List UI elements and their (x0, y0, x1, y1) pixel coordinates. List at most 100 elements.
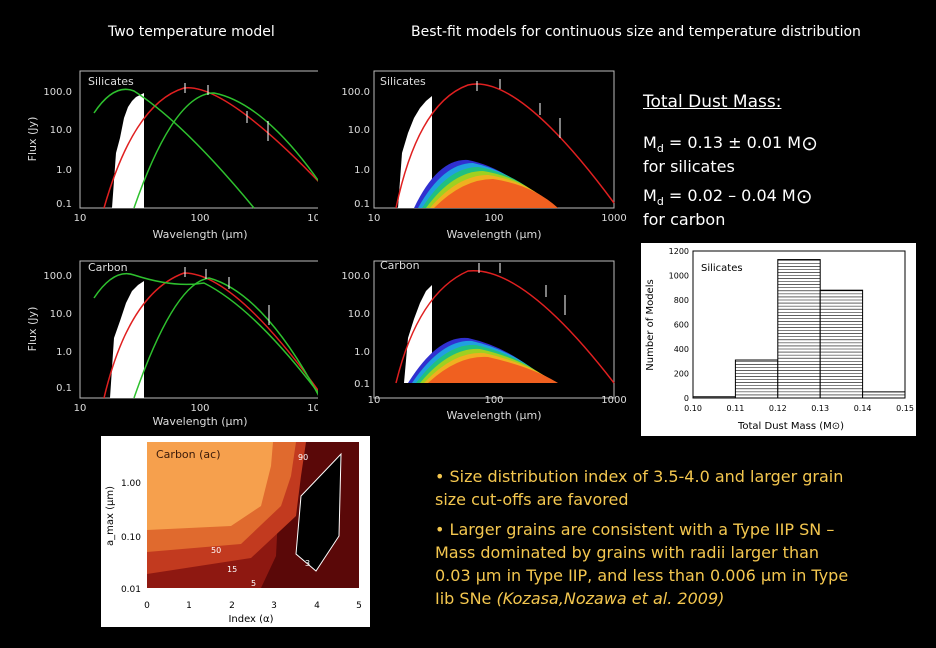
panel-label: Silicates (88, 75, 134, 88)
y-tick: 600 (674, 321, 689, 330)
x-tick: 4 (314, 601, 320, 611)
histogram-label: Silicates (701, 263, 743, 274)
sed-plot: Carbon 100.0 10.0 1.0 0.1 10 100 1000 Wa… (341, 259, 626, 422)
sed-panel-silicates-2t: Silicates 100.0 10.0 1.0 0.1 10 100 1000… (24, 63, 344, 243)
x-tick: 0.10 (684, 404, 702, 413)
y-tick: 10.0 (50, 309, 72, 320)
x-tick: 1000 (601, 395, 626, 406)
x-tick: 0.13 (811, 404, 829, 413)
histogram-bar (692, 396, 736, 399)
bullet-size-index: • Size distribution index of 3.5-4.0 and… (435, 467, 844, 509)
y-tick: 100.0 (43, 271, 72, 282)
x-tick: 10 (368, 213, 381, 224)
histogram-bar (819, 289, 864, 399)
bullet-list: • Size distribution index of 3.5-4.0 and… (435, 465, 855, 617)
observed-data-bars (398, 96, 432, 208)
contour-level-90 (147, 442, 273, 530)
cold-component-curve (133, 277, 321, 399)
x-tick: 1000 (601, 213, 626, 224)
x-tick: 1 (186, 601, 192, 611)
sed-plot: Carbon 100.0 10.0 1.0 0.1 10 100 1000 Wa… (26, 260, 333, 428)
y-tick: 400 (674, 345, 689, 354)
y-tick: 1.00 (121, 479, 141, 489)
cold-component-curve (133, 92, 321, 209)
level-label: 15 (227, 565, 237, 574)
y-tick: 0 (684, 394, 689, 403)
x-axis-label: Wavelength (μm) (446, 228, 541, 241)
x-tick: 0.14 (854, 404, 872, 413)
y-tick: 0.1 (354, 199, 370, 210)
panel-label: Carbon (88, 261, 128, 274)
x-axis-label: Index (α) (228, 614, 273, 625)
y-axis-label: Number of Models (645, 279, 656, 370)
histogram-bar (734, 359, 779, 399)
mass-symbol: M (643, 133, 657, 152)
total-fit-curve (103, 272, 321, 399)
x-tick: 10 (74, 213, 87, 224)
mass-silicates-note: for silicates (643, 157, 735, 176)
x-tick: 10 (74, 403, 87, 414)
x-tick: 100 (190, 403, 209, 414)
contour-plot: Carbon (ac) 90 50 15 5 3 1.00 0.10 0.01 … (101, 436, 370, 627)
y-tick: 1.0 (354, 165, 370, 176)
sed-plot: Silicates 100.0 10.0 1.0 0.1 10 100 1000… (26, 70, 333, 241)
y-tick: 100.0 (341, 271, 370, 282)
y-tick: 1.0 (56, 165, 72, 176)
x-tick: 10 (368, 395, 381, 406)
level-label: 5 (251, 579, 256, 588)
observed-data-bars (110, 281, 144, 398)
mass-carbon-note: for carbon (643, 210, 726, 229)
y-tick: 1.0 (354, 347, 370, 358)
bullet-text: • Larger grains are consistent with a Ty… (435, 520, 849, 608)
y-tick: 0.01 (121, 585, 141, 595)
x-tick: 0.15 (896, 404, 914, 413)
sed-panel-carbon-2t: Carbon 100.0 10.0 1.0 0.1 10 100 1000 Wa… (24, 253, 344, 433)
mass-heading: Total Dust Mass: (643, 92, 782, 112)
error-bars (184, 267, 270, 325)
error-bars (478, 263, 566, 315)
contour-label: Carbon (ac) (156, 448, 221, 461)
x-tick: 100 (484, 213, 503, 224)
mass-subscript: d (656, 195, 664, 209)
x-tick: 0.11 (726, 404, 744, 413)
panel-label: Carbon (380, 259, 420, 272)
left-title: Two temperature model (108, 24, 275, 40)
level-label: 3 (305, 559, 310, 568)
y-tick: 1200 (669, 247, 689, 256)
x-tick: 100 (190, 213, 209, 224)
x-axis-label: Wavelength (μm) (446, 409, 541, 422)
mass-silicates-line: Md = 0.13 ± 0.01 M⊙ (643, 131, 818, 155)
histogram-bar (777, 259, 821, 399)
x-axis-label: Wavelength (μm) (152, 228, 247, 241)
x-tick: 100 (484, 395, 503, 406)
y-tick: 10.0 (348, 125, 370, 136)
contour-level-3 (295, 452, 342, 572)
rainbow-model-curves (414, 159, 558, 208)
x-axis-label: Total Dust Mass (M⊙) (737, 421, 844, 432)
mass-symbol: M (643, 186, 657, 205)
mass-subscript: d (656, 142, 664, 156)
y-axis-label: Flux (Jy) (26, 117, 39, 162)
mass-value: = 0.02 – 0.04 M (663, 186, 796, 205)
sed-plot: Silicates 100.0 10.0 1.0 0.1 10 100 1000… (341, 70, 627, 241)
y-tick: 0.10 (121, 533, 141, 543)
contour-svg: Carbon (ac) 90 50 15 5 3 1.00 0.10 0.01 … (105, 442, 362, 625)
y-tick: 0.1 (56, 383, 72, 394)
y-tick: 100.0 (341, 87, 370, 98)
y-tick: 200 (674, 370, 689, 379)
sed-panel-carbon-continuous: Carbon 100.0 10.0 1.0 0.1 10 100 1000 Wa… (318, 253, 638, 433)
y-tick: 10.0 (50, 125, 72, 136)
warm-component-curve (93, 88, 255, 209)
y-tick: 10.0 (348, 309, 370, 320)
x-tick: 3 (271, 601, 277, 611)
panel-label: Silicates (380, 75, 426, 88)
x-tick: 2 (229, 601, 235, 611)
x-tick: 0 (144, 601, 150, 611)
rainbow-model-curves (408, 337, 558, 383)
solar-mass-icon: ⊙ (801, 131, 818, 155)
mass-value: = 0.13 ± 0.01 M (663, 133, 802, 152)
level-label: 50 (211, 546, 221, 555)
mass-carbon-line: Md = 0.02 – 0.04 M⊙ (643, 184, 812, 208)
y-axis-label: a_max (μm) (105, 486, 116, 546)
level-label: 90 (298, 453, 308, 462)
